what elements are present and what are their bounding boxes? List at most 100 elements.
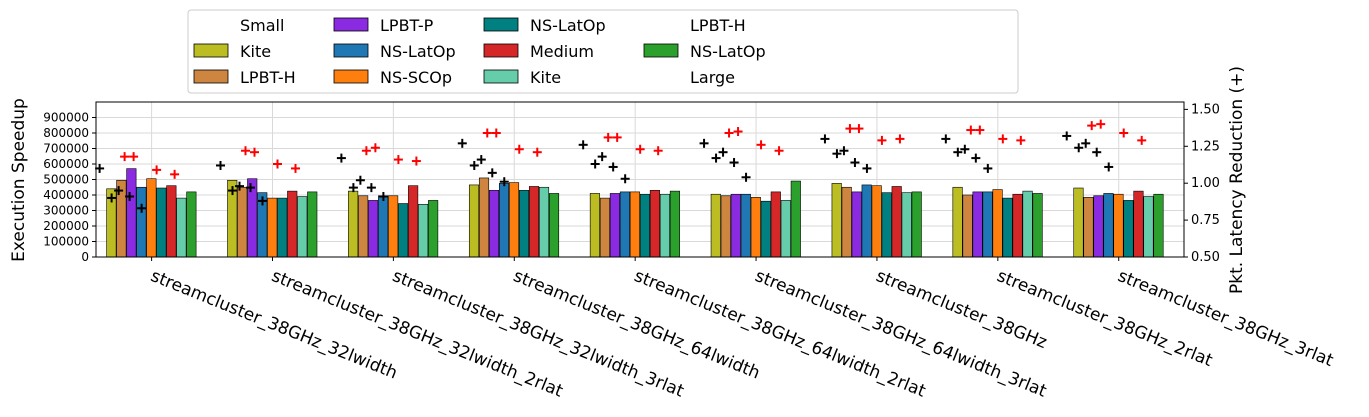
y-tick-label: 600000 <box>43 157 89 171</box>
y-tick-label: 300000 <box>43 204 89 218</box>
latency-point <box>1087 121 1097 131</box>
latency-point <box>612 132 622 142</box>
bar <box>831 183 842 258</box>
latency-point <box>983 163 993 173</box>
latency-point <box>733 127 743 137</box>
legend-swatch <box>333 69 369 84</box>
legend-label: Kite <box>240 42 271 61</box>
bar <box>358 195 369 258</box>
latency-point <box>966 125 976 135</box>
bar <box>589 193 600 258</box>
y-tick-label: 800000 <box>43 126 89 140</box>
bar <box>649 190 660 258</box>
latency-point <box>578 140 588 150</box>
y2-tick-label: 1.50 <box>1191 102 1220 117</box>
latency-point <box>699 138 709 148</box>
bar <box>1153 193 1164 258</box>
bar <box>548 193 560 258</box>
bar <box>669 190 680 258</box>
latency-point <box>832 149 842 159</box>
bar <box>146 178 157 258</box>
bar <box>861 184 872 258</box>
bar <box>508 182 520 258</box>
bar <box>468 184 480 258</box>
bar <box>790 180 801 258</box>
y-tick-label: 900000 <box>43 111 89 125</box>
bar <box>740 193 751 258</box>
bar <box>1113 193 1124 258</box>
latency-point <box>1137 135 1147 145</box>
bar <box>881 192 892 258</box>
latency-point <box>257 196 267 206</box>
latency-point <box>245 183 255 193</box>
legend-label: NS-SCOp <box>380 68 452 87</box>
latency-point <box>393 155 403 165</box>
latency-point <box>729 158 739 168</box>
latency-point <box>971 153 981 163</box>
bar <box>770 191 781 258</box>
latency-point <box>620 174 630 184</box>
latency-point <box>137 203 147 213</box>
latency-point <box>249 147 259 157</box>
bar <box>1133 190 1144 258</box>
legend-entry: LPBT-H <box>193 68 296 87</box>
latency-point <box>234 181 244 191</box>
bar <box>952 186 963 258</box>
bar <box>176 197 187 258</box>
bar <box>136 186 147 258</box>
latency-point <box>590 159 600 169</box>
bar <box>307 191 318 258</box>
latency-point <box>107 193 117 203</box>
bar <box>538 186 550 258</box>
bars-layer <box>106 168 1164 258</box>
latency-point <box>336 153 346 163</box>
legend-entry: NS-SCOp <box>333 68 452 87</box>
latency-point <box>491 128 501 138</box>
latency-point <box>975 125 985 135</box>
legend-frame <box>187 9 1019 94</box>
latency-point <box>1092 147 1102 157</box>
legend-entry: NS-LatOp <box>643 42 766 61</box>
latency-point <box>839 146 849 156</box>
y-tick-label: 0 <box>81 250 89 264</box>
bar <box>1073 187 1084 258</box>
legend-entry: LPBT-H <box>690 16 746 35</box>
y2-tick-label: 1.00 <box>1191 176 1220 191</box>
latency-point <box>1016 135 1026 145</box>
latency-point <box>820 134 830 144</box>
legend-label: NS-LatOp <box>530 16 606 35</box>
latency-point <box>941 134 951 144</box>
bar <box>901 192 912 258</box>
latency-point <box>1074 143 1084 153</box>
latency-point <box>711 153 721 163</box>
bar <box>841 186 852 258</box>
latency-point <box>653 146 663 156</box>
y-tick-label: 700000 <box>43 142 89 156</box>
bar <box>1022 190 1033 258</box>
latency-point <box>998 134 1008 144</box>
bar <box>730 193 741 258</box>
bar <box>498 183 510 258</box>
bar <box>619 191 630 258</box>
legend: Small Kite LPBT-H LPBT-P NS-LatOp NS-SCOp NS-L… <box>187 9 1019 94</box>
latency-point <box>845 124 855 134</box>
legend-swatch <box>643 43 679 58</box>
legend-label: LPBT-H <box>240 68 296 87</box>
bar <box>760 200 771 258</box>
bar <box>428 200 439 258</box>
legend-label: Large <box>690 68 735 87</box>
legend-entry: Kite <box>193 42 271 61</box>
y2-tick-label: 0.75 <box>1191 213 1220 228</box>
bar <box>1123 200 1134 258</box>
y-tick-label: 400000 <box>43 188 89 202</box>
legend-swatch <box>483 69 519 84</box>
latency-point <box>361 146 371 156</box>
y-tick-label: 500000 <box>43 173 89 187</box>
latency-point <box>1104 162 1114 172</box>
legend-swatch <box>483 17 519 32</box>
bar <box>982 191 993 258</box>
bar <box>166 185 177 258</box>
bar <box>156 187 167 258</box>
bar <box>518 190 530 258</box>
